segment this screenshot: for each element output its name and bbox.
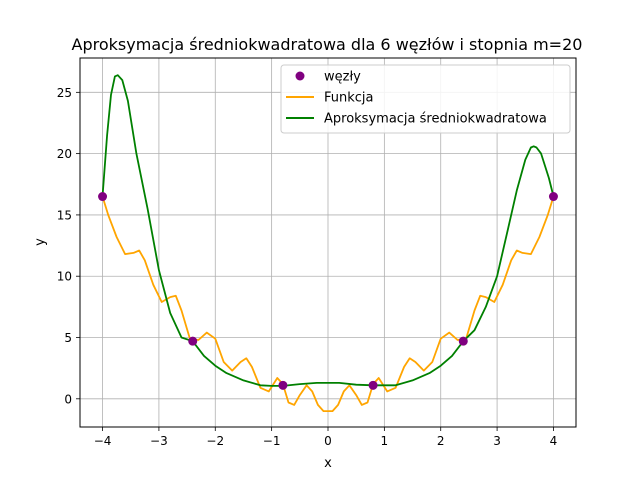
- legend-box: [280, 64, 571, 134]
- x-tick-label: −4: [94, 434, 112, 448]
- y-tick-label: 25: [57, 86, 72, 100]
- x-tick-label: 1: [381, 434, 389, 448]
- x-tick-label: 4: [550, 434, 558, 448]
- y-axis-label: y: [33, 238, 48, 246]
- legend-label: Aproksymacja średniokwadratowa: [324, 112, 547, 127]
- axis-ticks: −4 −3 −2 −1 0 1 2 3 4 0 5 10 15 20 25: [57, 86, 558, 448]
- x-tick-label: 2: [437, 434, 445, 448]
- series-line: [101, 74, 555, 387]
- legend-label: Funkcja: [324, 91, 374, 106]
- node-point: [98, 192, 108, 202]
- y-tick-label: 20: [57, 147, 72, 161]
- y-tick-label: 15: [57, 208, 72, 222]
- legend-marker: [295, 71, 305, 81]
- legend-label: węzły: [324, 70, 361, 85]
- node-point: [368, 380, 378, 390]
- x-tick-label: −1: [263, 434, 281, 448]
- series-line: [101, 196, 555, 412]
- y-tick-label: 10: [57, 270, 72, 284]
- x-tick-label: −2: [206, 434, 224, 448]
- x-tick-label: 3: [493, 434, 501, 448]
- chart-title: Aproksymacja średniokwadratowa dla 6 węz…: [72, 35, 583, 54]
- node-point: [278, 380, 288, 390]
- legend: węzły Funkcja Aproksymacja średniokwadrato…: [280, 64, 571, 134]
- x-axis-label: x: [324, 456, 332, 471]
- y-tick-label: 5: [64, 331, 72, 345]
- x-tick-label: −3: [150, 434, 168, 448]
- node-point: [188, 336, 198, 346]
- x-tick-label: 0: [324, 434, 332, 448]
- y-tick-label: 0: [64, 392, 72, 406]
- plot-series: [98, 74, 558, 412]
- node-point: [458, 336, 468, 346]
- node-point: [548, 192, 558, 202]
